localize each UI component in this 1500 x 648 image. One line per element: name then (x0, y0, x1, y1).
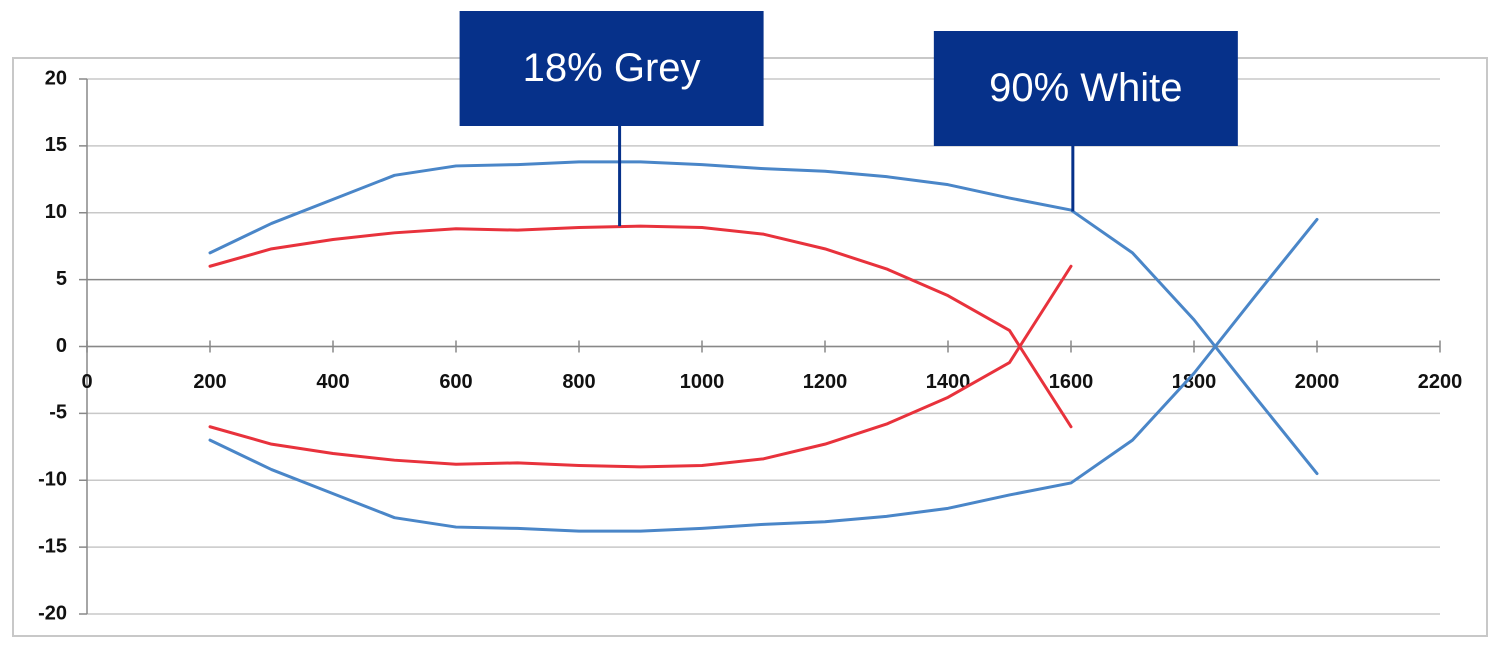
x-tick-label: 1000 (680, 371, 725, 393)
series-line (208, 160, 1319, 476)
x-tick-label: 800 (562, 371, 595, 393)
y-tick-label: -15 (38, 535, 67, 557)
x-tick-label: 200 (193, 371, 226, 393)
x-tick-label: 0 (81, 371, 92, 393)
y-tick-label: 10 (45, 201, 67, 223)
x-tick-label: 1200 (803, 371, 848, 393)
series-line (208, 224, 1073, 429)
y-tick-label: 15 (45, 134, 67, 156)
x-tick-label: 400 (316, 371, 349, 393)
y-tick-label: 5 (56, 268, 67, 290)
y-tick-label: 20 (45, 67, 67, 89)
x-tick-label: 1400 (926, 371, 971, 393)
y-tick-label: -20 (38, 602, 67, 624)
x-tick-label: 2000 (1295, 371, 1340, 393)
annotation-text: 18% Grey (523, 46, 701, 90)
x-tick-label: 600 (439, 371, 472, 393)
x-tick-label: 1600 (1049, 371, 1094, 393)
x-tick-label: 2200 (1418, 371, 1463, 393)
y-tick-label: -10 (38, 469, 67, 491)
y-tick-label: -5 (49, 402, 67, 424)
y-tick-label: 0 (56, 335, 67, 357)
annotation-text: 90% White (989, 66, 1182, 110)
series-line (208, 217, 1319, 533)
annotation-box (459, 11, 764, 126)
series-line (208, 264, 1073, 469)
annotation-box (933, 31, 1238, 146)
